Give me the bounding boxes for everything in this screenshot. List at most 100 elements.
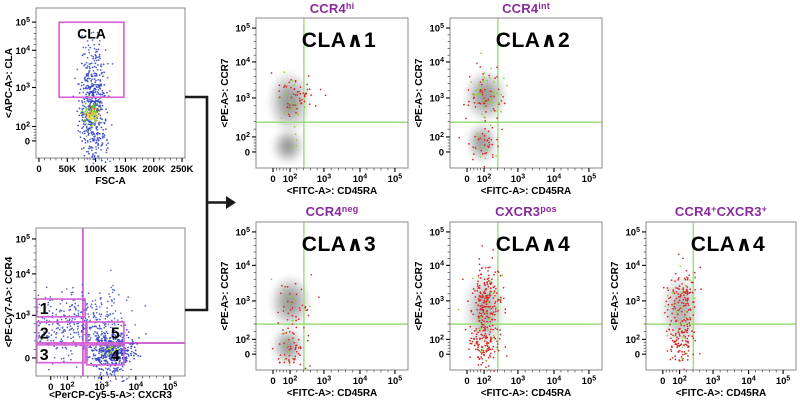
svg-text:104: 104 bbox=[16, 45, 31, 57]
x-axis-label-cd45ra-4: <FITC-A>: CD45RA bbox=[480, 388, 572, 399]
svg-text:105: 105 bbox=[430, 227, 445, 239]
svg-text:102: 102 bbox=[626, 334, 641, 346]
svg-text:0: 0 bbox=[36, 164, 41, 175]
svg-text:1: 1 bbox=[40, 301, 49, 318]
plot-ccr4int: 0 102 103 104 105 105 104 103 102 0 bbox=[430, 17, 603, 186]
svg-text:102: 102 bbox=[60, 382, 75, 394]
svg-text:100K: 100K bbox=[84, 164, 107, 175]
y-axis-label-ccr7-5: <PE-A>: CCR7 bbox=[610, 261, 621, 331]
svg-text:103: 103 bbox=[236, 93, 251, 105]
svg-text:0: 0 bbox=[25, 136, 30, 147]
svg-text:3: 3 bbox=[40, 347, 49, 364]
svg-text:103: 103 bbox=[317, 174, 332, 186]
svg-text:104: 104 bbox=[626, 260, 641, 272]
svg-text:0: 0 bbox=[48, 382, 53, 393]
svg-text:104: 104 bbox=[353, 376, 368, 388]
y-axis-label-ccr7-3: <PE-A>: CCR7 bbox=[220, 261, 231, 331]
svg-text:4: 4 bbox=[111, 348, 120, 365]
svg-text:0: 0 bbox=[25, 353, 30, 364]
svg-text:105: 105 bbox=[236, 227, 251, 239]
svg-text:105: 105 bbox=[776, 376, 791, 388]
svg-text:104: 104 bbox=[236, 57, 251, 69]
svg-text:0: 0 bbox=[270, 376, 275, 387]
plot-ccr4hi: 0 102 103 104 105 105 104 103 102 0 bbox=[236, 17, 409, 186]
svg-text:105: 105 bbox=[430, 23, 445, 35]
gate-label-cla-and-4b: CLA∧4 bbox=[690, 233, 766, 256]
x-axis-label-cxcr3: <PerCP-Cy5-5-A>: CXCR3 bbox=[49, 390, 172, 401]
svg-text:104: 104 bbox=[353, 174, 368, 186]
svg-text:104: 104 bbox=[16, 269, 31, 281]
plot-title-cxcr3pos: CXCR3pos bbox=[495, 204, 557, 219]
y-axis-label-ccr4: <PE-Cy7-A>: CCR4 bbox=[4, 256, 15, 348]
y-axis-label-ccr7-4: <PE-A>: CCR7 bbox=[414, 261, 425, 331]
svg-text:0: 0 bbox=[439, 147, 444, 158]
y-axis-label-cla: <APC-A>: CLA bbox=[4, 48, 15, 119]
svg-text:0: 0 bbox=[464, 376, 469, 387]
svg-text:0: 0 bbox=[635, 350, 640, 361]
svg-text:50K: 50K bbox=[59, 164, 77, 175]
svg-text:105: 105 bbox=[626, 227, 641, 239]
svg-text:103: 103 bbox=[16, 83, 31, 95]
svg-text:150K: 150K bbox=[114, 164, 137, 175]
svg-text:104: 104 bbox=[430, 57, 445, 69]
svg-text:0: 0 bbox=[660, 376, 665, 387]
x-axis-label-cd45ra-2: <FITC-A>: CD45RA bbox=[480, 186, 572, 197]
gate-label-cla-and-1: CLA∧1 bbox=[301, 29, 377, 52]
svg-text:200K: 200K bbox=[142, 164, 165, 175]
svg-text:0: 0 bbox=[245, 350, 250, 361]
gate-label-cla-and-4a: CLA∧4 bbox=[495, 233, 571, 256]
svg-text:102: 102 bbox=[283, 376, 298, 388]
svg-text:103: 103 bbox=[16, 310, 31, 322]
plot-fsc-cla: CLA 0 50K 100K 150K 200K 250K 105 104 103 102 0 bbox=[16, 7, 194, 175]
svg-text:0: 0 bbox=[439, 350, 444, 361]
svg-text:CLA: CLA bbox=[77, 25, 106, 41]
plot-title-ccr4pos-cxcr3pos: CCR4+CXCR3+ bbox=[674, 204, 768, 219]
svg-text:103: 103 bbox=[626, 296, 641, 308]
svg-text:102: 102 bbox=[236, 132, 251, 144]
svg-text:105: 105 bbox=[236, 23, 251, 35]
svg-text:102: 102 bbox=[672, 376, 687, 388]
svg-text:103: 103 bbox=[706, 376, 721, 388]
svg-text:104: 104 bbox=[430, 260, 445, 272]
svg-text:250K: 250K bbox=[171, 164, 194, 175]
svg-text:103: 103 bbox=[430, 296, 445, 308]
gate-label-cla-and-2: CLA∧2 bbox=[495, 29, 571, 52]
svg-text:105: 105 bbox=[16, 234, 31, 246]
plot-cxcr3pos: 0 102 103 104 105 105 104 103 102 0 bbox=[430, 221, 603, 388]
plot-ccr4neg: 0 102 103 104 105 105 104 103 102 0 bbox=[236, 221, 409, 388]
plot-title-ccr4int: CCR4int bbox=[502, 1, 550, 16]
svg-text:102: 102 bbox=[430, 334, 445, 346]
svg-text:105: 105 bbox=[582, 376, 597, 388]
svg-text:0: 0 bbox=[245, 147, 250, 158]
svg-text:103: 103 bbox=[430, 93, 445, 105]
plot-title-ccr4hi: CCR4hi bbox=[309, 1, 355, 16]
y-axis-label-ccr7-2: <PE-A>: CCR7 bbox=[414, 58, 425, 128]
svg-text:103: 103 bbox=[236, 296, 251, 308]
plot-title-ccr4neg: CCR4neg bbox=[305, 204, 359, 219]
plot-cxcr3-ccr4: 1 2 3 5 4 0 102 103 104 105 105 104 103 0 bbox=[16, 227, 186, 394]
plot-ccr4pos-cxcr3pos: 0 102 103 104 105 105 104 103 102 0 bbox=[626, 221, 797, 388]
svg-text:105: 105 bbox=[16, 17, 31, 29]
gating-arrow bbox=[185, 95, 236, 312]
x-axis-label-fsc: FSC-A bbox=[95, 176, 126, 187]
svg-text:5: 5 bbox=[111, 325, 120, 342]
svg-text:102: 102 bbox=[477, 174, 492, 186]
svg-text:103: 103 bbox=[94, 382, 109, 394]
svg-text:102: 102 bbox=[236, 334, 251, 346]
svg-text:105: 105 bbox=[582, 174, 597, 186]
svg-text:2: 2 bbox=[40, 325, 49, 342]
x-axis-label-cd45ra-1: <FITC-A>: CD45RA bbox=[286, 186, 378, 197]
svg-text:0: 0 bbox=[464, 174, 469, 185]
x-axis-label-cd45ra-5: <FITC-A>: CD45RA bbox=[675, 388, 767, 399]
svg-text:104: 104 bbox=[236, 260, 251, 272]
x-axis-label-cd45ra-3: <FITC-A>: CD45RA bbox=[286, 388, 378, 399]
svg-text:104: 104 bbox=[741, 376, 756, 388]
svg-text:103: 103 bbox=[317, 376, 332, 388]
svg-text:0: 0 bbox=[270, 174, 275, 185]
y-axis-label-ccr7-1: <PE-A>: CCR7 bbox=[220, 58, 231, 128]
svg-text:104: 104 bbox=[547, 376, 562, 388]
svg-text:104: 104 bbox=[547, 174, 562, 186]
svg-text:103: 103 bbox=[511, 376, 526, 388]
